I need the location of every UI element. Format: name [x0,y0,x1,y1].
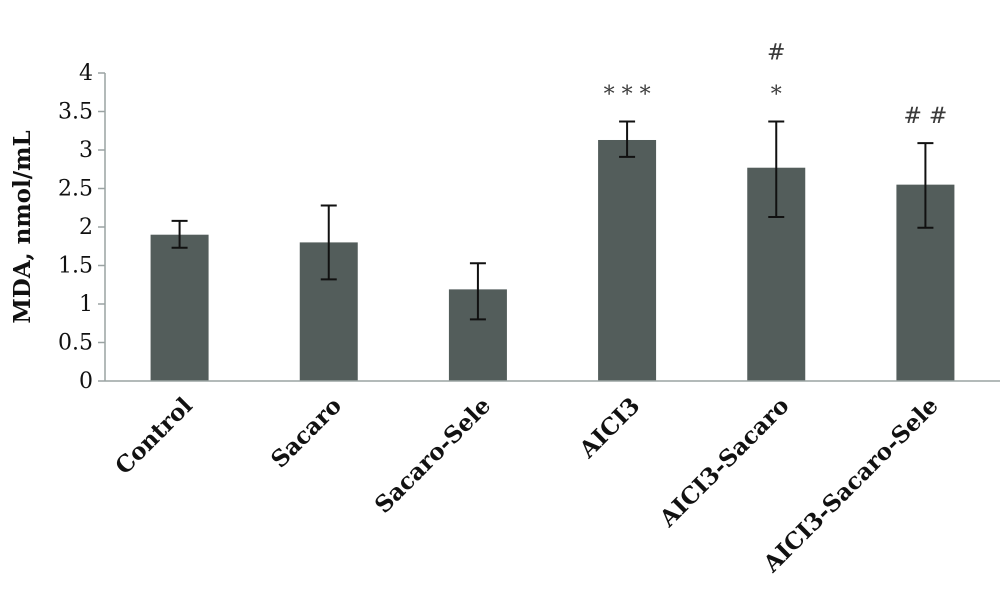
x-axis: Control Sacaro Sacaro-Sele AICI3 AICI3-Sacar… [105,380,1000,578]
y-tick-label: 2.5 [58,177,93,202]
y-tick-label: 2 [79,215,93,240]
y-tick-label: 3 [79,138,93,163]
y-tick-label: 3.5 [58,100,93,125]
y-tick-label: 0 [79,369,93,394]
significance-annotations: * * * # * # # [604,41,948,130]
significance-marker: * [771,83,782,108]
x-tick-label: Sacaro-Sele [370,392,497,519]
x-tick-label: AICI3 [573,392,645,464]
x-tick-label: AICI3-Sacaro [654,392,795,533]
bar-control [150,234,209,381]
error-bar [768,120,785,218]
significance-marker: # # [903,104,947,129]
error-bar [619,120,636,158]
y-tick-label: 1 [79,292,93,317]
error-bar [917,142,934,229]
error-bar [320,204,337,281]
y-tick-label: 4 [79,61,93,86]
significance-marker: * * * [604,83,651,108]
bars [150,139,955,381]
y-axis-label: MDA, nmol/mL [9,130,36,323]
bar-aici3 [598,139,657,381]
x-tick-label: Control [110,392,198,480]
error-bar [469,262,486,321]
error-bars [171,120,934,321]
y-tick-label: 0.5 [58,331,93,356]
significance-marker: # [767,41,785,66]
y-tick-label: 1.5 [58,254,93,279]
error-bar [171,219,188,249]
y-axis: 0 0.5 1 1.5 2 2.5 3 3.5 4 [58,61,106,394]
x-tick-label: Sacaro [266,392,347,473]
